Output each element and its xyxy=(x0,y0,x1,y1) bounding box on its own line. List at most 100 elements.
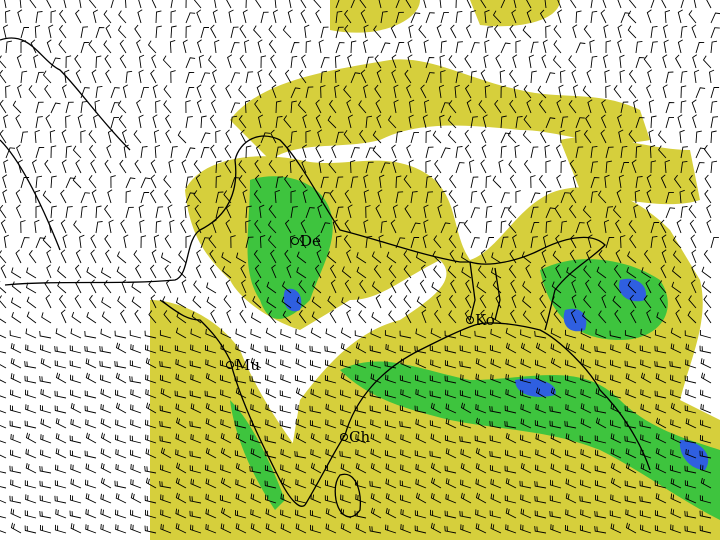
wind-barb-icon xyxy=(408,159,414,174)
wind-barb-icon xyxy=(490,267,502,279)
wind-barb-icon xyxy=(205,359,217,369)
wind-barb-icon xyxy=(575,146,584,159)
wind-barb-icon xyxy=(404,204,412,219)
wind-barb-icon xyxy=(270,54,277,69)
wind-barb-icon xyxy=(373,25,382,39)
wind-barb-icon xyxy=(660,219,667,234)
wind-barb-icon xyxy=(675,294,682,309)
wind-barb-icon xyxy=(75,279,82,294)
wind-barb-icon xyxy=(110,0,114,9)
moderate-rain-north xyxy=(247,176,333,319)
wind-barb-icon xyxy=(155,206,164,219)
wind-barb-icon xyxy=(650,115,657,129)
wind-barb-icon xyxy=(580,343,592,354)
wind-barb-icon xyxy=(154,144,161,159)
wind-barb-icon xyxy=(265,508,277,519)
wind-barb-icon xyxy=(138,204,144,219)
wind-barb-icon xyxy=(189,495,202,504)
wind-barb-icon xyxy=(25,463,37,474)
wind-barb-icon xyxy=(254,264,262,279)
wind-barb-icon xyxy=(310,462,322,474)
wind-barb-icon xyxy=(196,249,202,264)
wind-barb-icon xyxy=(560,160,567,174)
wind-barb-icon xyxy=(388,265,397,279)
wind-barb-icon xyxy=(565,478,577,489)
wind-barb-icon xyxy=(670,524,682,534)
wind-barb-icon xyxy=(286,264,292,279)
wind-barb-icon xyxy=(404,279,412,294)
wind-barb-icon xyxy=(114,330,127,339)
wind-barb-icon xyxy=(690,189,697,204)
wind-barb-icon xyxy=(267,220,277,234)
wind-barb-icon xyxy=(105,249,112,264)
wind-barb-icon xyxy=(42,190,52,204)
wind-barb-icon xyxy=(275,116,283,129)
wind-barb-icon xyxy=(475,478,487,489)
wind-barb-icon xyxy=(15,204,22,219)
wind-barb-icon xyxy=(255,0,262,9)
wind-barb-icon xyxy=(129,435,142,444)
wind-barb-icon xyxy=(220,447,232,459)
wind-barb-icon xyxy=(671,266,682,279)
wind-barb-icon xyxy=(221,252,232,264)
wind-barb-icon xyxy=(280,433,292,444)
wind-barb-icon xyxy=(710,160,718,174)
wind-barb-icon xyxy=(542,39,548,54)
wind-barb-icon xyxy=(150,294,157,309)
wind-barb-icon xyxy=(325,508,337,519)
wind-barb-icon xyxy=(430,522,442,534)
wind-barb-icon xyxy=(399,405,412,414)
wind-barb-icon xyxy=(557,0,562,9)
wind-barb-icon xyxy=(2,24,9,39)
wind-barb-icon xyxy=(105,69,112,84)
wind-barb-icon xyxy=(550,343,562,354)
wind-barb-icon xyxy=(100,388,112,399)
wind-barb-icon xyxy=(318,159,324,174)
wind-barb-icon xyxy=(449,174,457,189)
wind-barb-icon xyxy=(189,360,202,369)
wind-barb-icon xyxy=(54,405,67,414)
wind-barb-icon xyxy=(145,419,157,429)
wind-barb-icon xyxy=(475,523,487,534)
wind-barb-icon xyxy=(505,358,517,369)
wind-barb-icon xyxy=(3,234,9,249)
wind-barb-icon xyxy=(444,375,457,384)
wind-barb-icon xyxy=(694,69,700,84)
wind-barb-icon xyxy=(84,405,97,414)
wind-barb-icon xyxy=(470,237,480,249)
wind-barb-icon xyxy=(314,264,322,279)
wind-barb-icon xyxy=(633,99,639,114)
wind-barb-icon xyxy=(635,145,642,159)
wind-barb-icon xyxy=(695,162,705,174)
wind-barb-icon xyxy=(90,159,97,174)
wind-barb-icon xyxy=(145,448,157,459)
wind-barb-icon xyxy=(704,309,712,324)
wind-barb-icon xyxy=(340,479,352,489)
wind-barb-icon xyxy=(460,448,472,459)
wind-barb-icon xyxy=(628,69,637,84)
wind-barb-icon xyxy=(695,87,706,99)
city-marker-kolkata: Ko xyxy=(466,311,495,329)
wind-barb-icon xyxy=(706,204,712,219)
wind-barb-icon xyxy=(415,374,427,384)
wind-barb-icon xyxy=(168,159,174,174)
wind-barb-icon xyxy=(365,205,371,219)
wind-barb-icon xyxy=(610,359,622,369)
wind-barb-icon xyxy=(206,296,217,309)
wind-barb-icon xyxy=(437,204,443,219)
wind-barb-icon xyxy=(385,374,397,384)
wind-barb-icon xyxy=(447,130,457,144)
wind-barb-icon xyxy=(295,479,307,489)
wind-barb-icon xyxy=(580,448,592,459)
wind-barb-icon xyxy=(0,351,7,354)
wind-barb-icon xyxy=(703,249,712,264)
wind-barb-icon xyxy=(170,0,173,9)
wind-barb-icon xyxy=(20,220,26,234)
wind-barb-icon xyxy=(450,279,457,294)
wind-barb-icon xyxy=(545,190,552,204)
wind-barb-icon xyxy=(235,523,247,534)
wind-barb-icon xyxy=(378,0,382,9)
wind-barb-icon xyxy=(672,235,682,249)
wind-barb-icon xyxy=(163,100,172,114)
wind-barb-icon xyxy=(680,70,688,84)
